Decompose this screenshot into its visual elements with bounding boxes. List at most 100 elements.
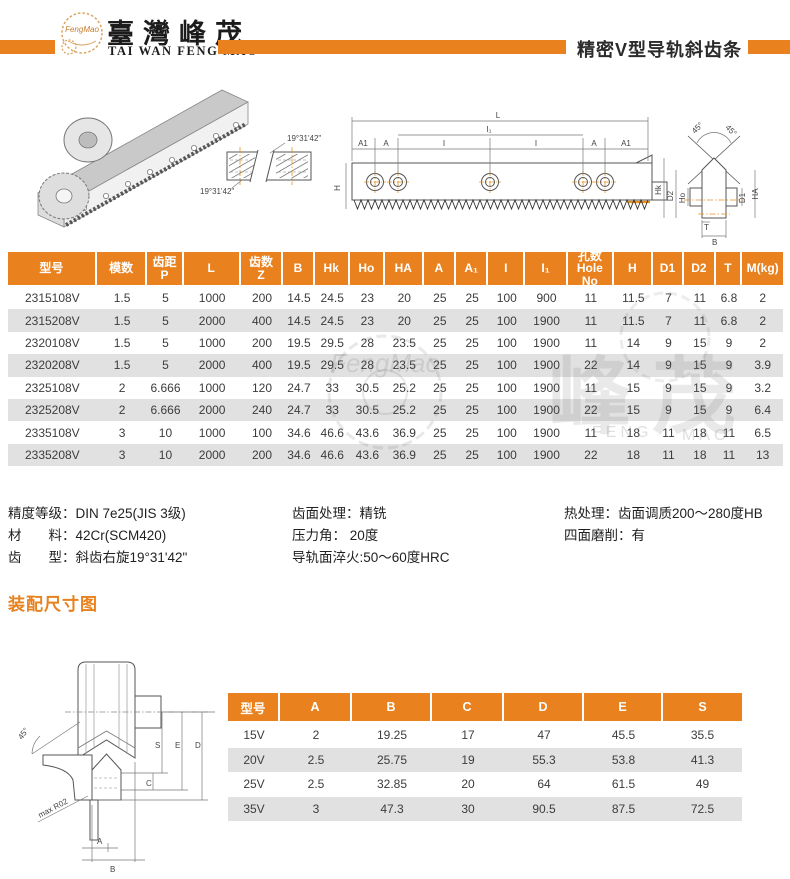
spec-table-cell: 33 bbox=[314, 398, 350, 422]
notes-column-1: 精度等级：DIN 7e25(JIS 3级) 材 料：42Cr(SCM420) 齿 型… bbox=[8, 503, 292, 569]
spec-table-cell: 28 bbox=[349, 354, 385, 377]
assembly-table-col-header: 型号 bbox=[228, 693, 280, 723]
spec-table-cell: 2335208V bbox=[8, 443, 97, 467]
helix-angle-label-top: 19°31'42" bbox=[287, 134, 321, 143]
spec-table-cell: 11 bbox=[567, 331, 614, 355]
fengmao-logo-icon: FengMao bbox=[61, 12, 103, 55]
spec-table-cell: 25 bbox=[456, 309, 489, 332]
spec-table-cell: 100 bbox=[488, 421, 526, 444]
spec-table-col-header: 型号 bbox=[8, 252, 97, 287]
spec-table-cell: 3.9 bbox=[742, 354, 783, 377]
spec-table-cell: 100 bbox=[488, 309, 526, 332]
spec-table-cell: 11 bbox=[715, 421, 743, 444]
spec-table-cell: 36.9 bbox=[384, 421, 424, 444]
svg-text:45°: 45° bbox=[16, 726, 30, 741]
svg-text:45°: 45° bbox=[724, 123, 739, 138]
assembly-table-cell: 64 bbox=[504, 772, 584, 797]
spec-table-cell: 22 bbox=[567, 354, 614, 377]
spec-table-cell: 25 bbox=[456, 421, 489, 444]
spec-table-cell: 25 bbox=[456, 376, 489, 399]
assembly-table-col-header: A bbox=[280, 693, 352, 723]
spec-table-cell: 24.7 bbox=[283, 398, 315, 422]
assembly-table-cell: 49 bbox=[663, 772, 742, 797]
spec-table-cell: 6.8 bbox=[715, 287, 743, 310]
spec-table-cell: 5 bbox=[147, 354, 184, 377]
spec-table-cell: 43.6 bbox=[349, 421, 385, 444]
spec-table-cell: 25.2 bbox=[384, 398, 424, 422]
spec-table-cell: 34.6 bbox=[283, 421, 315, 444]
spec-table-col-header: Hk bbox=[314, 252, 350, 287]
spec-table-cell: 5 bbox=[147, 331, 184, 355]
spec-table-cell: 25 bbox=[456, 331, 489, 355]
spec-table-cell: 1900 bbox=[525, 398, 568, 422]
spec-table-cell: 2315108V bbox=[8, 287, 97, 310]
spec-table-cell: 2 bbox=[742, 331, 783, 355]
assembly-table-cell: 3 bbox=[280, 796, 352, 821]
svg-text:HA: HA bbox=[751, 188, 760, 200]
spec-table-col-header: 模数 bbox=[96, 252, 148, 287]
svg-text:D1: D1 bbox=[738, 192, 747, 203]
spec-table-cell: 20 bbox=[384, 287, 424, 310]
spec-table-cell: 9 bbox=[715, 331, 743, 355]
spec-table-cell: 25.2 bbox=[384, 376, 424, 399]
svg-text:I: I bbox=[443, 139, 445, 148]
spec-table-cell: 100 bbox=[488, 443, 526, 467]
spec-table-cell: 9 bbox=[715, 354, 743, 377]
spec-table-cell: 1.5 bbox=[96, 331, 148, 355]
spec-table-cell: 46.6 bbox=[314, 421, 350, 444]
spec-table-cell: 25 bbox=[423, 287, 456, 310]
spec-table-cell: 30.5 bbox=[349, 376, 385, 399]
spec-table-cell: 23 bbox=[349, 287, 385, 310]
spec-table-cell: 200 bbox=[240, 287, 284, 310]
spec-table-cell: 11 bbox=[684, 309, 716, 332]
assembly-table-cell: 61.5 bbox=[584, 772, 663, 797]
spec-table-cell: 9 bbox=[652, 376, 685, 399]
spec-table-cell: 100 bbox=[488, 354, 526, 377]
svg-text:A: A bbox=[591, 139, 597, 148]
assembly-table-cell: 25V bbox=[228, 772, 280, 797]
spec-table-cell: 25 bbox=[423, 354, 456, 377]
assembly-drawing: 45° max R02 S E D C A B bbox=[16, 661, 215, 874]
spec-table-cell: 11.5 bbox=[613, 309, 653, 332]
spec-notes: 精度等级：DIN 7e25(JIS 3级) 材 料：42Cr(SCM420) 齿 型… bbox=[8, 503, 783, 569]
spec-table-cell: 11 bbox=[567, 287, 614, 310]
spec-table-cell: 1900 bbox=[525, 331, 568, 355]
svg-text:D: D bbox=[195, 741, 201, 750]
notes-column-2: 齿面处理：精铣 压力角： 20度 导轨面淬火:50～60度HRC bbox=[292, 503, 564, 569]
spec-table-cell: 10 bbox=[147, 421, 184, 444]
spec-table-col-header: D1 bbox=[652, 252, 685, 287]
top-view-drawing: 19°31'42" 19°31'42" bbox=[200, 134, 321, 196]
svg-text:A1: A1 bbox=[621, 139, 631, 148]
assembly-table-col-header: C bbox=[432, 693, 504, 723]
spec-table-cell: 25 bbox=[423, 443, 456, 467]
spec-table-col-header: Ho bbox=[349, 252, 385, 287]
spec-table-cell: 29.5 bbox=[314, 354, 350, 377]
spec-table-cell: 2 bbox=[96, 398, 148, 422]
spec-table-cell: 400 bbox=[240, 354, 284, 377]
spec-table-cell: 25 bbox=[456, 398, 489, 422]
spec-table-cell: 18 bbox=[684, 443, 716, 467]
spec-table: 型号 模数 齿距 P L 齿数 Z B Hk Ho HA A A₁ I I₁ 孔数 Hole No H D1 D… bbox=[8, 249, 783, 467]
assembly-table-cell: 2.5 bbox=[280, 772, 352, 797]
assembly-table-cell: 19 bbox=[432, 747, 504, 772]
spec-table-col-header: H bbox=[613, 252, 653, 287]
spec-table-cell: 15 bbox=[684, 354, 716, 377]
assembly-table-col-header: D bbox=[504, 693, 584, 723]
helix-angle-label-bottom: 19°31'42" bbox=[200, 187, 234, 196]
assembly-table-cell: 35.5 bbox=[663, 723, 742, 748]
spec-table-cell: 34.6 bbox=[283, 443, 315, 467]
spec-table-cell: 3 bbox=[96, 421, 148, 444]
spec-table-cell: 120 bbox=[240, 376, 284, 399]
assembly-table-col-header: E bbox=[584, 693, 663, 723]
spec-table-cell: 25 bbox=[456, 287, 489, 310]
spec-table-cell: 1000 bbox=[183, 287, 241, 310]
svg-text:E: E bbox=[175, 741, 180, 750]
spec-table-cell: 11 bbox=[567, 376, 614, 399]
spec-table-cell: 2315208V bbox=[8, 309, 97, 332]
spec-table-cell: 2325208V bbox=[8, 398, 97, 422]
svg-text:FengMao: FengMao bbox=[65, 25, 99, 34]
assembly-section-title: 装配尺寸图 bbox=[8, 595, 98, 614]
spec-table-col-header: D2 bbox=[684, 252, 716, 287]
spec-table-cell: 6.666 bbox=[147, 398, 184, 422]
spec-table-cell: 11.5 bbox=[613, 287, 653, 310]
